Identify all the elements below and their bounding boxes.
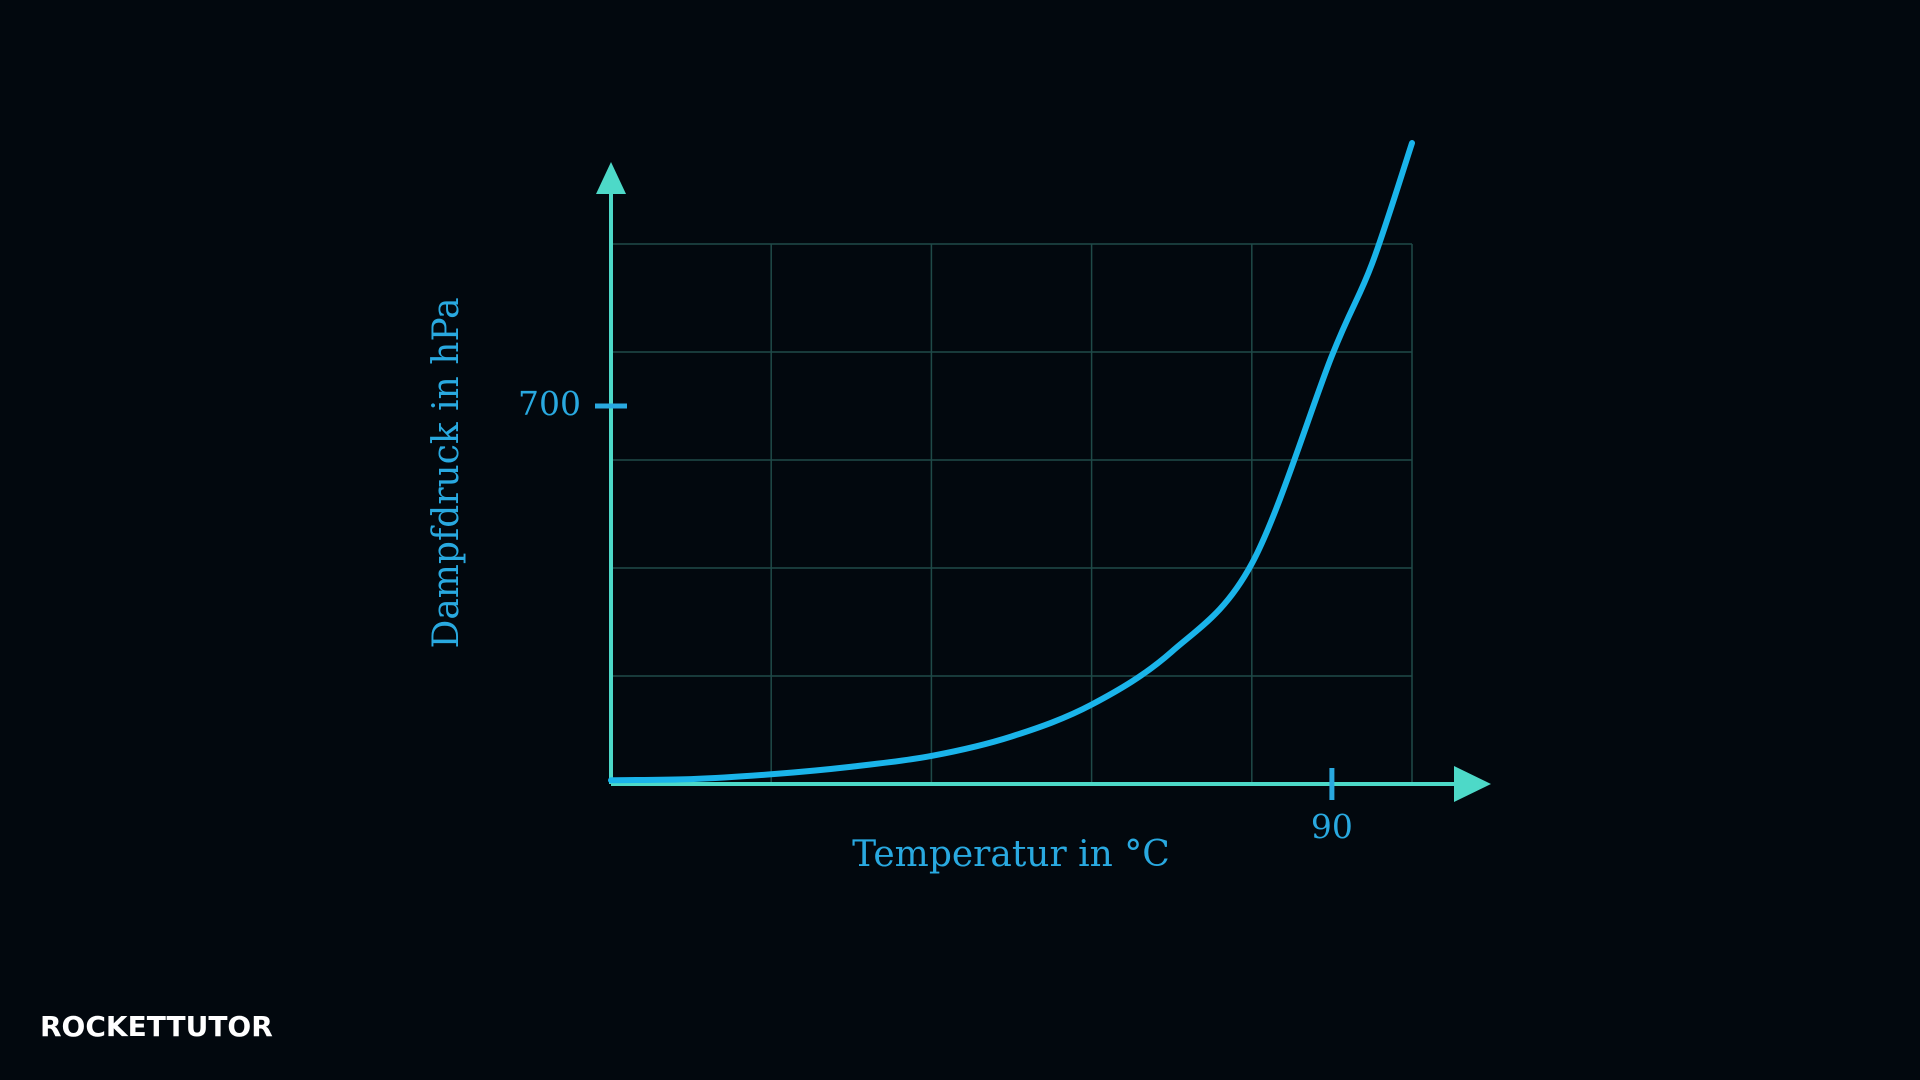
x-axis-label: Temperatur in °C xyxy=(852,834,1170,875)
y-tick-label: 700 xyxy=(518,384,581,423)
y-axis-arrow xyxy=(596,162,626,194)
y-axis-label: Dampfdruck in hPa xyxy=(426,297,467,648)
x-axis-arrow xyxy=(1454,766,1491,802)
logo: ROCKETTUTOR xyxy=(40,1010,273,1043)
x-tick-label: 90 xyxy=(1311,807,1353,846)
line-series xyxy=(608,140,1415,784)
